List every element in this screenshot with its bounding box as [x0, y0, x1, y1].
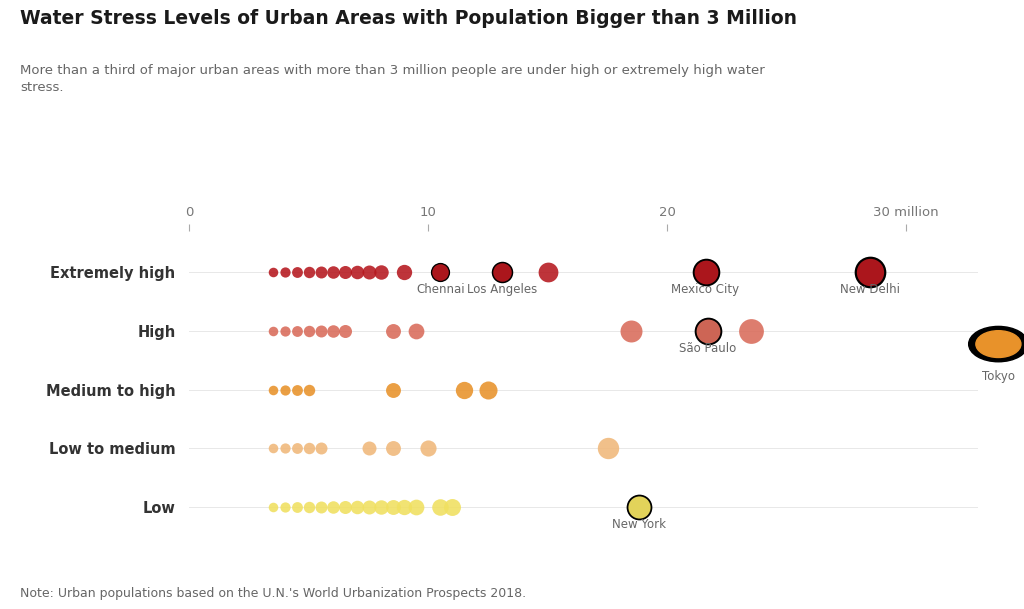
Point — [456, 385, 472, 395]
Point — [301, 326, 317, 336]
Text: New York: New York — [611, 518, 666, 530]
Point — [373, 502, 389, 512]
Point — [432, 502, 449, 512]
Point — [480, 385, 497, 395]
Point — [265, 443, 282, 453]
Text: Note: Urban populations based on the U.N.'s World Urbanization Prospects 2018.: Note: Urban populations based on the U.N… — [20, 587, 526, 600]
Point — [384, 502, 400, 512]
Circle shape — [976, 331, 1021, 357]
Point — [409, 326, 425, 336]
Text: More than a third of major urban areas with more than 3 million people are under: More than a third of major urban areas w… — [20, 64, 765, 94]
Point — [742, 326, 759, 336]
Point — [409, 502, 425, 512]
Point — [699, 326, 716, 336]
Point — [396, 502, 413, 512]
Point — [348, 502, 365, 512]
Point — [631, 502, 647, 512]
Text: Water Stress Levels of Urban Areas with Population Bigger than 3 Million: Water Stress Levels of Urban Areas with … — [20, 9, 798, 28]
Point — [276, 267, 293, 277]
Point — [289, 385, 305, 395]
Point — [276, 385, 293, 395]
Point — [301, 443, 317, 453]
Point — [373, 267, 389, 277]
Point — [631, 502, 647, 512]
Point — [337, 326, 353, 336]
Point — [325, 267, 341, 277]
Point — [444, 502, 461, 512]
Text: Tokyo: Tokyo — [982, 370, 1015, 382]
Point — [432, 267, 449, 277]
Point — [276, 502, 293, 512]
Point — [360, 267, 377, 277]
Point — [360, 443, 377, 453]
Point — [265, 326, 282, 336]
Point — [384, 443, 400, 453]
Point — [265, 385, 282, 395]
Point — [348, 267, 365, 277]
Point — [265, 502, 282, 512]
Point — [599, 443, 615, 453]
Point — [699, 326, 716, 336]
Point — [301, 502, 317, 512]
Text: São Paulo: São Paulo — [679, 342, 736, 354]
Point — [540, 267, 556, 277]
Circle shape — [969, 326, 1024, 362]
Point — [312, 443, 329, 453]
Point — [289, 443, 305, 453]
Point — [495, 267, 511, 277]
Point — [289, 267, 305, 277]
Text: Mexico City: Mexico City — [672, 283, 739, 296]
Point — [325, 326, 341, 336]
Point — [384, 385, 400, 395]
Point — [301, 385, 317, 395]
Point — [289, 502, 305, 512]
Point — [312, 326, 329, 336]
Point — [862, 267, 879, 277]
Point — [276, 326, 293, 336]
Point — [697, 267, 714, 277]
Point — [631, 502, 647, 512]
Point — [337, 502, 353, 512]
Point — [862, 267, 879, 277]
Text: New Delhi: New Delhi — [841, 283, 900, 296]
Point — [301, 267, 317, 277]
Point — [699, 326, 716, 336]
Point — [312, 502, 329, 512]
Point — [697, 267, 714, 277]
Text: Los Angeles: Los Angeles — [467, 283, 538, 296]
Point — [432, 267, 449, 277]
Point — [360, 502, 377, 512]
Point — [312, 267, 329, 277]
Point — [624, 326, 640, 336]
Point — [432, 267, 449, 277]
Point — [276, 443, 293, 453]
Point — [495, 267, 511, 277]
Point — [862, 267, 879, 277]
Point — [396, 267, 413, 277]
Point — [420, 443, 436, 453]
Point — [495, 267, 511, 277]
Text: Chennai: Chennai — [416, 283, 465, 296]
Point — [697, 267, 714, 277]
Point — [384, 326, 400, 336]
Point — [337, 267, 353, 277]
Point — [289, 326, 305, 336]
Point — [325, 502, 341, 512]
Point — [265, 267, 282, 277]
